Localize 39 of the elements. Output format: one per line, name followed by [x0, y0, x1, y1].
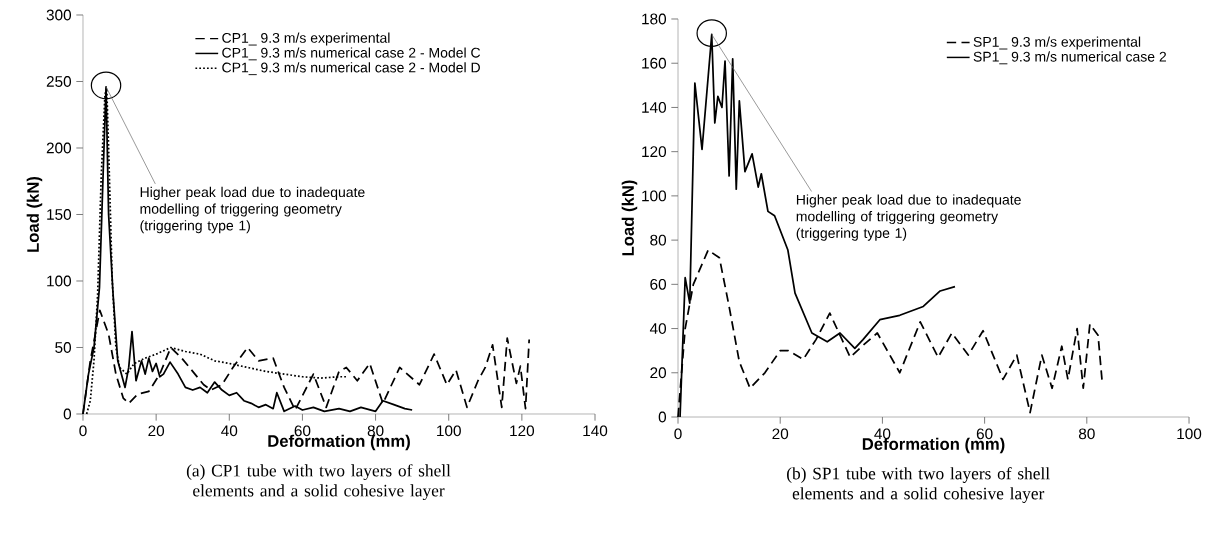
x-tick-label: 100 [437, 425, 461, 437]
x-tick-label: 140 [583, 425, 608, 437]
legend-label: SP1_ 9.3 m/s numerical case 2 [973, 51, 1167, 65]
y-tick-label: 0 [658, 411, 667, 423]
y-tick-label: 160 [642, 57, 667, 69]
y-tick-label: 250 [46, 76, 72, 87]
y-tick-label: 50 [55, 342, 72, 353]
y-tick-label: 120 [642, 146, 667, 158]
y-tick-label: 140 [642, 102, 667, 113]
y-tick-label: 150 [47, 209, 72, 220]
x-tick-label: 0 [674, 428, 682, 440]
y-axis-title: Load (kN) [26, 176, 43, 252]
y-tick-label: 40 [649, 323, 667, 334]
y-tick-label: 0 [63, 408, 72, 420]
x-tick-label: 40 [221, 425, 238, 437]
x-tick-label: 120 [510, 425, 535, 437]
x-tick-label: 20 [772, 428, 789, 440]
y-tick-label: 100 [642, 190, 667, 202]
x-tick-label: 20 [148, 425, 165, 437]
y-axis-title: Load (kN) [621, 180, 638, 256]
x-tick-label: 100 [1177, 428, 1202, 440]
y-tick-label: 80 [650, 234, 667, 246]
x-tick-label: 0 [79, 425, 87, 437]
y-tick-label: 180 [642, 13, 667, 25]
y-tick-label: 300 [46, 9, 72, 21]
legend-label: CP1_ 9.3 m/s experimental [222, 32, 390, 46]
legend-label: CP1_ 9.3 m/s numerical case 2 - Model D [222, 62, 480, 76]
text: (b) SP1 tube with two layers of shell elements and a solid cohesive layer [787, 467, 1050, 503]
y-tick-label: 60 [650, 278, 667, 290]
text: (a) CP1 tube with two layers of shell elements and a solid cohesive layer [186, 464, 451, 501]
y-tick-label: 20 [650, 367, 667, 379]
legend-label: SP1_ 9.3 m/s experimental [973, 36, 1141, 50]
y-tick-label: 200 [46, 142, 72, 154]
x-tick-label: 40 [874, 428, 891, 440]
y-tick-label: 100 [47, 275, 72, 287]
annotation: Higher peak load due to inadequate modelling of triggering geometry (triggering type 1) [140, 186, 365, 234]
legend-label: CP1_ 9.3 m/s numerical case 2 - Model C [222, 47, 481, 61]
x-tick-label: 80 [1078, 428, 1095, 440]
annotation: Higher peak load due to inadequate modelling of triggering geometry (triggering type 1) [796, 194, 1021, 241]
